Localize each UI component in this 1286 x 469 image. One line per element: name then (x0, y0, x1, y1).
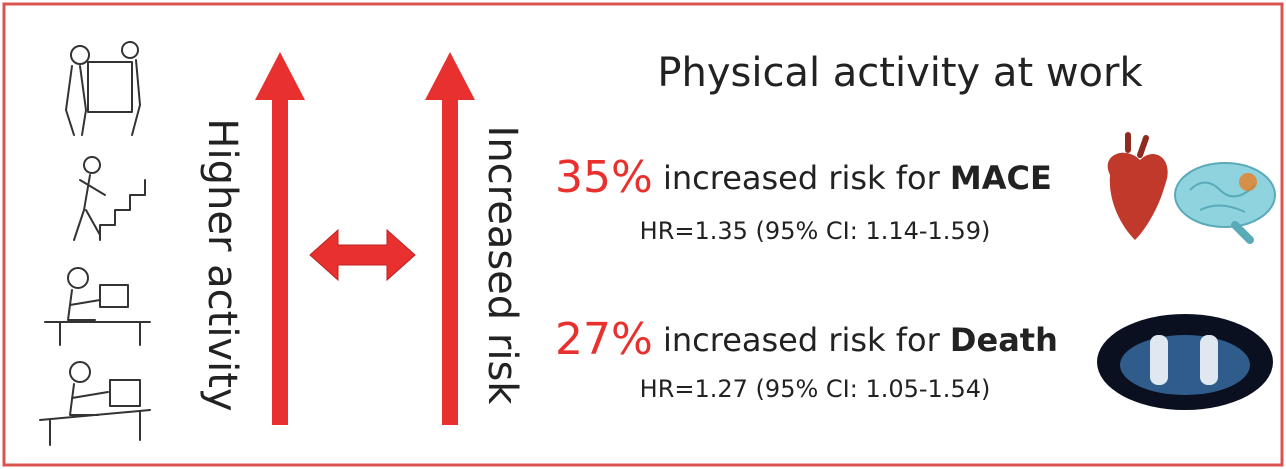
worker-desk (39, 361, 151, 446)
brain-icon (1174, 162, 1276, 244)
worker-lifting (65, 41, 141, 136)
heart-icon (1107, 132, 1168, 240)
worker-stairs (73, 156, 146, 241)
finding-line: 27% increased risk for Death (555, 314, 1058, 365)
finding-line: 35% increased risk for MACE (555, 152, 1052, 203)
percent: 35% (555, 152, 653, 203)
outcome: MACE (950, 159, 1052, 197)
up-arrow-activity (255, 52, 305, 425)
percent: 27% (555, 314, 653, 365)
worker-office (44, 267, 151, 346)
right-arrow-label: Increased risk (479, 126, 525, 406)
outcome: Death (950, 321, 1058, 359)
hazard-ratio: HR=1.35 (95% CI: 1.14-1.59) (640, 217, 991, 245)
up-arrow-risk (425, 52, 475, 425)
finding-text: increased risk for (663, 159, 941, 197)
death-image (1097, 314, 1273, 410)
finding-text: increased risk for (663, 321, 941, 359)
title: Physical activity at work (657, 50, 1143, 96)
left-arrow-label: Higher activity (199, 118, 245, 411)
hazard-ratio: HR=1.27 (95% CI: 1.05-1.54) (640, 375, 991, 403)
double-arrow (309, 228, 416, 282)
